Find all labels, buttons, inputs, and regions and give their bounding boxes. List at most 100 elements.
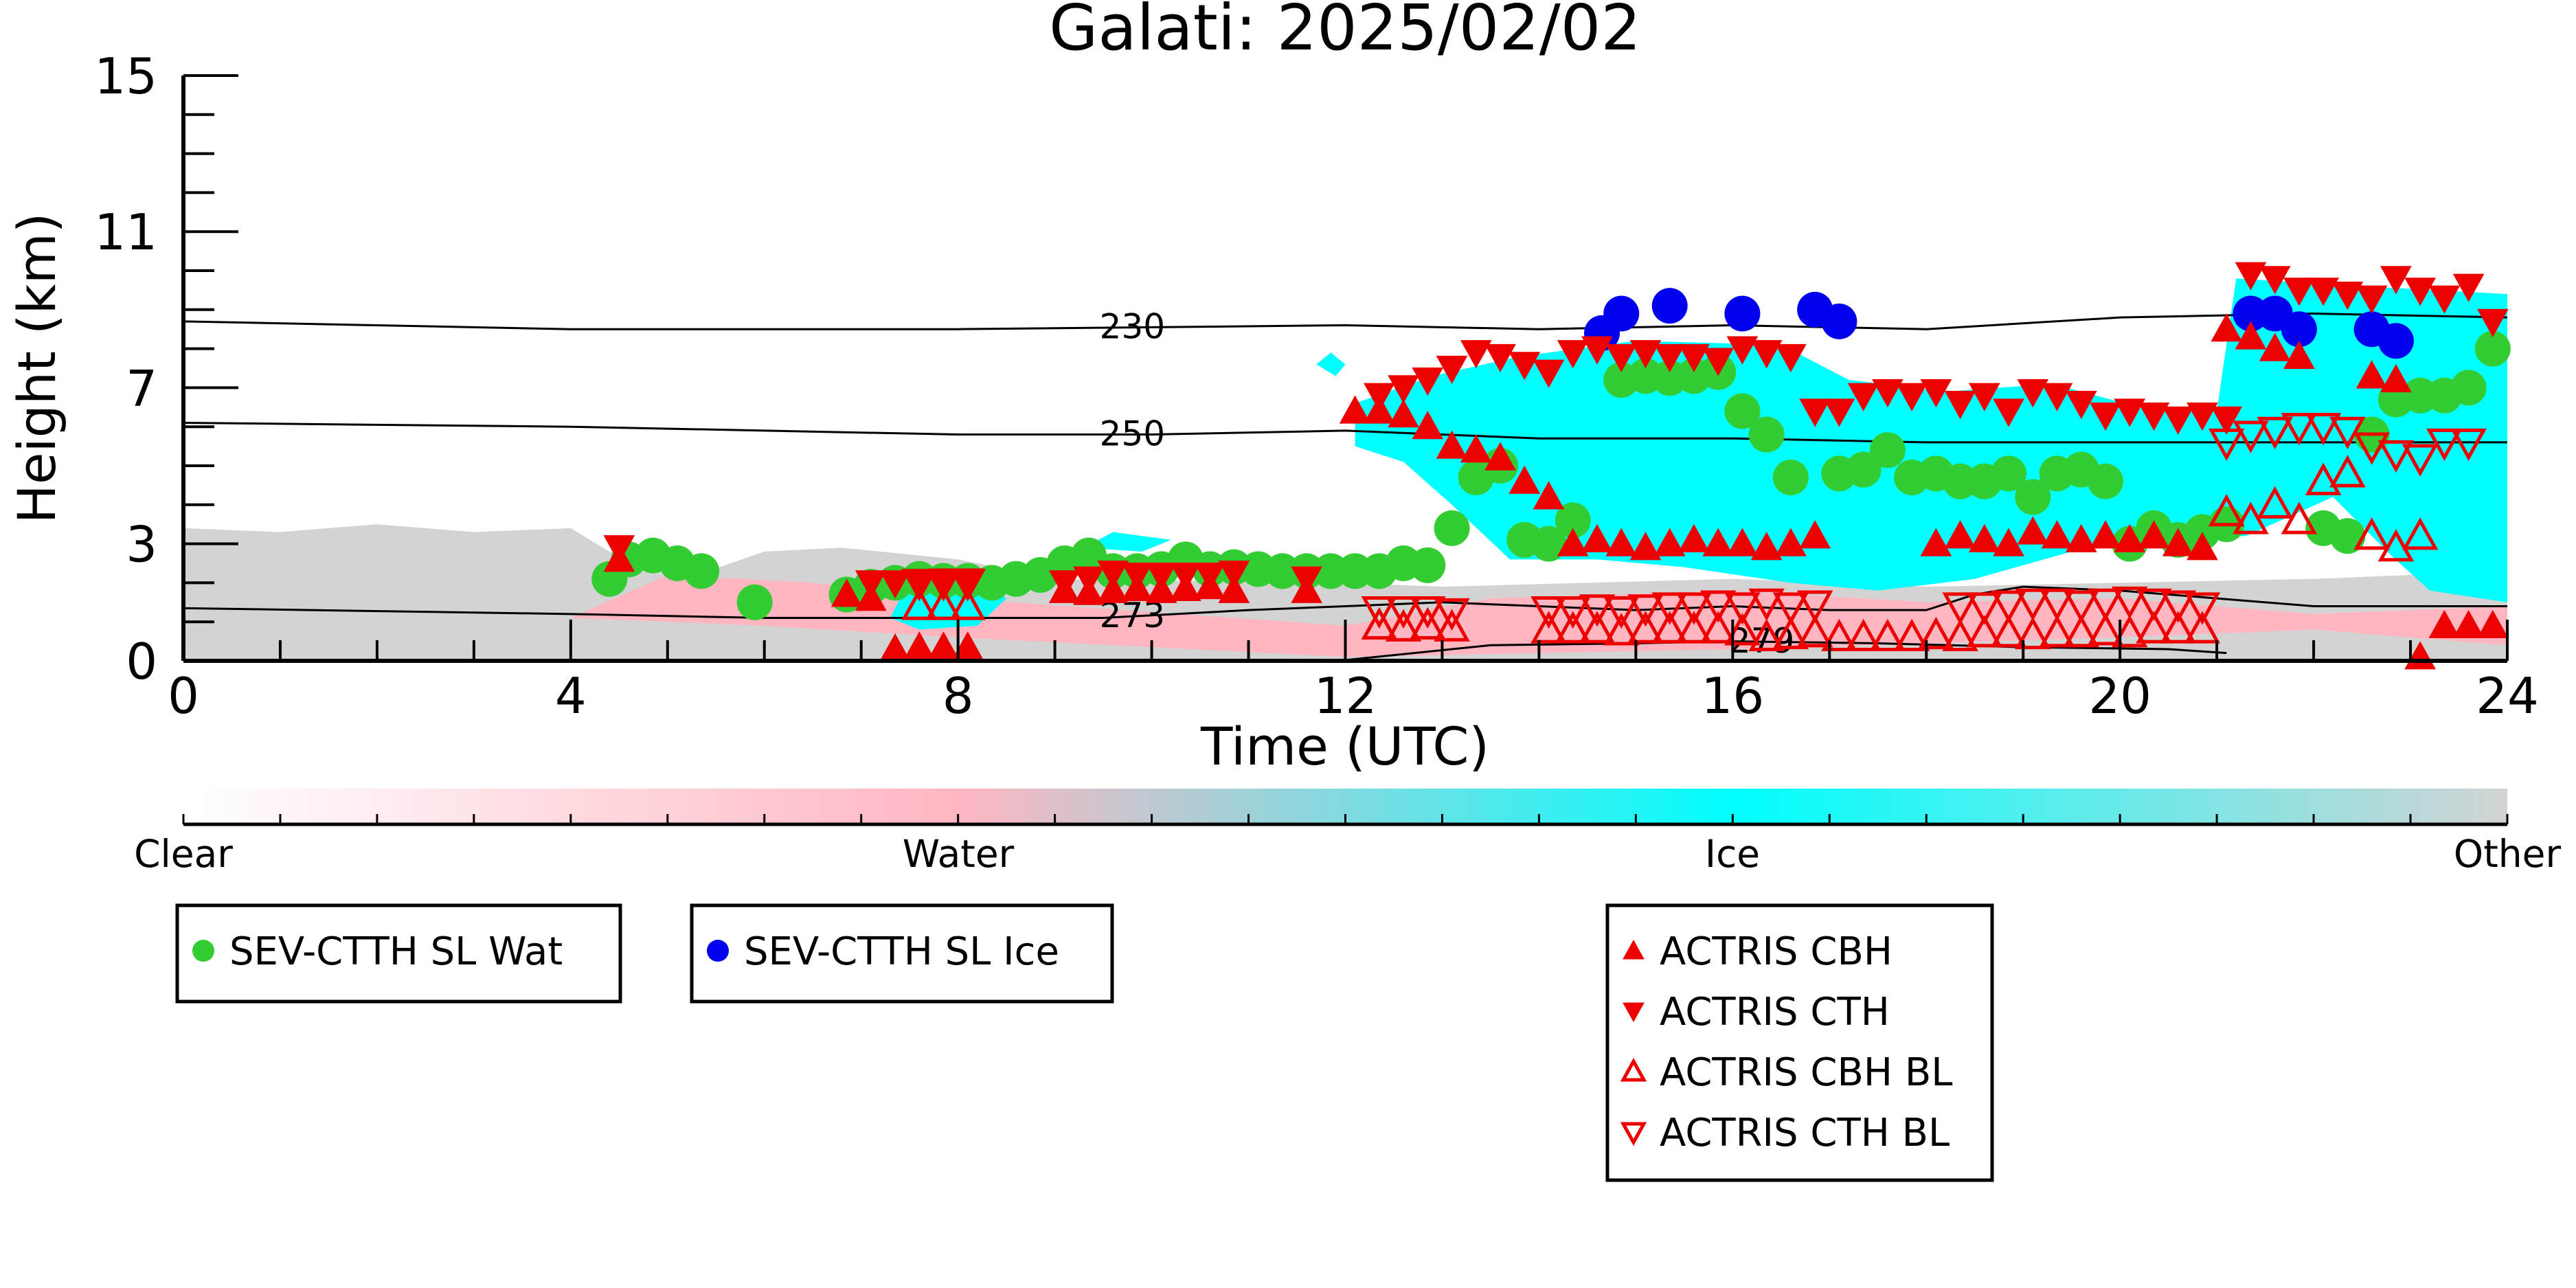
actris-cth-point: [2065, 391, 2097, 420]
contour-line-230: [183, 312, 2507, 330]
actris-cth-point: [1702, 348, 1735, 376]
sev-ctth-sl-ice-point: [2377, 323, 2414, 359]
y-tick-label: 7: [126, 359, 157, 417]
actris-cbh-point: [2477, 609, 2509, 638]
actris-cth-point: [1388, 375, 1419, 404]
actris-cbh-point: [2355, 360, 2388, 389]
actris-cth-bl-point: [2015, 588, 2051, 621]
actris-cbh-bl-point: [1385, 609, 1422, 642]
actris-cbh-point: [1436, 430, 1468, 459]
actris-cth-point: [1484, 343, 1516, 372]
legend-label: ACTRIS CBH: [1660, 929, 1893, 974]
actris-cbh-point: [2235, 321, 2267, 350]
actris-cbh-point: [2041, 520, 2073, 549]
actris-cth-point: [1605, 343, 1638, 372]
sev-ctth-sl-wat-point: [1845, 451, 1882, 488]
y-tick-label: 11: [94, 203, 157, 261]
actris-cth-point: [1460, 340, 1492, 369]
actris-cth-bl-point: [1675, 592, 1713, 625]
actris-cth-bl-point: [1942, 592, 1978, 625]
colorbar-ticks: [182, 814, 2509, 824]
actris-cth-point: [1750, 340, 1783, 369]
legend-label: ACTRIS CBH BL: [1660, 1050, 1952, 1095]
sev-ctth-sl-wat-point: [1869, 432, 1906, 468]
actris-cbh-point: [1653, 528, 1686, 556]
actris-cth-point: [2187, 403, 2218, 431]
actris-cbh-bl-point: [2160, 611, 2196, 644]
actris-cth-bl-point: [1772, 592, 1809, 625]
actris-cth-bl-point: [1724, 592, 1761, 625]
actris-cbh-bl-point: [1675, 611, 1713, 644]
actris-cth-point: [1726, 336, 1759, 365]
actris-cbh-bl-point: [2305, 462, 2342, 495]
actris-cbh-bl-point: [2112, 615, 2148, 648]
actris-cbh-point: [1678, 523, 1710, 553]
actris-cbh-bl-point: [1579, 611, 1616, 644]
contour-line-250: [183, 422, 2507, 444]
actris-cbh-point: [1509, 465, 1541, 494]
actris-cth-bl-point: [1651, 592, 1688, 625]
sev-ctth-sl-wat-point: [1410, 547, 1446, 583]
y-tick-label: 3: [126, 516, 157, 574]
actris-cth-point: [1533, 359, 1565, 388]
contour-label-250: 250: [1100, 414, 1165, 454]
sev-ctth-sl-ice-point: [1651, 288, 1688, 324]
sev-ctth-sl-wat-point: [2474, 330, 2511, 367]
x-tick-label: 20: [2088, 667, 2151, 725]
actris-cbh-point: [2065, 523, 2097, 553]
actris-cth-point: [1194, 562, 1226, 591]
legends: SEV-CTTH SL Wat SEV-CTTH SL Ice ACTRIS CBH…: [175, 903, 1994, 1182]
legend-label: ACTRIS CTH BL: [1660, 1111, 1950, 1155]
actris-cth-bl-point: [2039, 588, 2075, 621]
actris-cth-point: [1872, 379, 1903, 408]
actris-cbh-bl-point: [1966, 615, 2003, 648]
actris-cth-point: [1775, 343, 1807, 372]
actris-cth-point: [879, 570, 911, 599]
actris-cth-point: [2017, 379, 2049, 408]
y-axis-label: Height (km): [6, 213, 67, 524]
sev-ctth-sl-wat-point: [2088, 463, 2124, 499]
actris-cth-bl-point: [1966, 592, 2003, 625]
contour-label-230: 230: [1100, 307, 1165, 347]
actris-cbh-bl-point: [2184, 611, 2221, 644]
actris-cbh-bl-point: [2329, 455, 2366, 488]
actris-cth-point: [1363, 383, 1395, 411]
actris-cbh-point: [1097, 574, 1129, 603]
actris-cth-bl-point: [2063, 590, 2100, 623]
legend-marker: [1623, 1002, 1645, 1023]
actris-cbh-point: [1412, 411, 1444, 440]
actris-cbh-bl-point: [1893, 618, 1930, 652]
actris-cth-bl-point: [1990, 590, 2027, 623]
actris-cth-bl-point: [2233, 420, 2269, 453]
contour-label-279: 279: [1729, 621, 1794, 661]
actris-cbh-bl-point: [1361, 607, 1398, 640]
actris-cbh-point: [1339, 395, 1371, 424]
actris-cth-point: [1629, 340, 1662, 369]
actris-cth-point: [855, 570, 887, 599]
actris-cth-point: [1121, 562, 1153, 591]
x-tick-label: 12: [1314, 667, 1377, 725]
actris-cth-point: [2380, 266, 2412, 295]
plot-axes: 0 4 8 12 16 20 24 0 3 7 11 15: [94, 47, 2538, 725]
actris-cth-bl-point: [2184, 592, 2221, 625]
actris-cbh-bl-point: [1410, 607, 1446, 640]
actris-cbh-point: [2114, 523, 2146, 553]
sev-ctth-sl-wat-point: [736, 584, 773, 620]
legend-marker: [707, 940, 729, 962]
actris-cth-point: [2114, 398, 2146, 427]
actris-cth-bl-point: [2257, 416, 2293, 450]
actris-cth-bl-point: [2305, 413, 2342, 446]
actris-cth-point: [2452, 273, 2485, 302]
actris-cbh-point: [1750, 532, 1783, 561]
actris-cth-bl-point: [925, 569, 962, 602]
actris-cbh-point: [1460, 434, 1492, 463]
actris-cth-point: [1436, 355, 1468, 385]
x-tick-label: 24: [2476, 667, 2539, 725]
actris-cth-point: [1145, 562, 1177, 591]
actris-cbh-point: [1533, 481, 1565, 510]
actris-cth-bl-point: [2087, 588, 2124, 621]
actris-cbh-point: [1968, 523, 2000, 553]
actris-cth-bl-point: [2208, 428, 2245, 462]
legend-marker: [1620, 1122, 1647, 1146]
